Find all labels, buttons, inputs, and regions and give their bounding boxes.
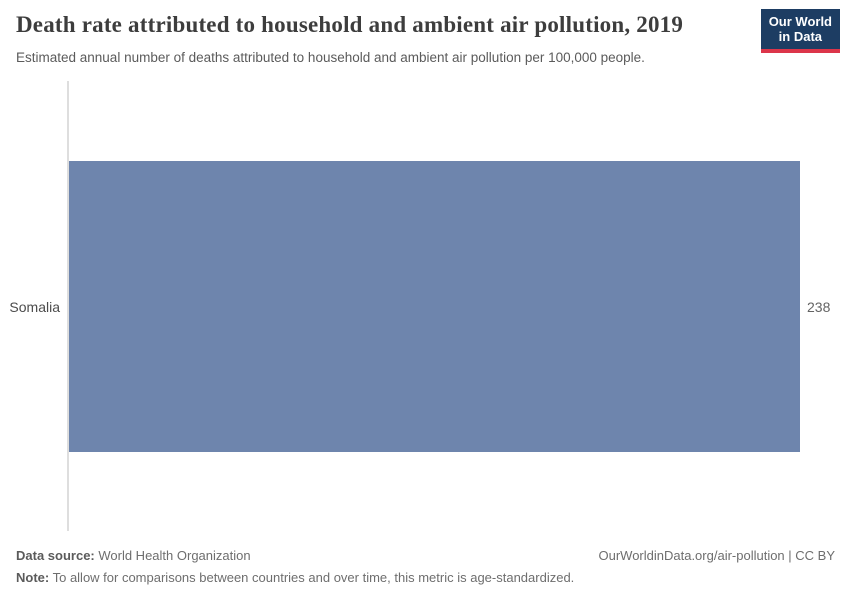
bar-row-somalia: Somalia 238 (0, 161, 850, 452)
owid-logo-line1: Our World (768, 14, 832, 29)
chart-title: Death rate attributed to household and a… (16, 12, 684, 37)
note-value: To allow for comparisons between countri… (49, 570, 575, 585)
y-axis-line (67, 81, 69, 531)
owid-logo[interactable]: Our World in Data (760, 9, 840, 53)
chart-footer: Data source: World Health Organization O… (16, 548, 835, 585)
chart-subtitle: Estimated annual number of deaths attrib… (16, 50, 645, 65)
license-link[interactable]: OurWorldinData.org/air-pollution | CC BY (598, 548, 835, 563)
data-source-text: Data source: World Health Organization (16, 548, 251, 563)
note-text: Note: To allow for comparisons between c… (16, 570, 835, 585)
note-label: Note: (16, 570, 50, 585)
value-label-somalia: 238 (807, 298, 831, 315)
data-source-label: Data source: (16, 548, 95, 563)
category-label-somalia: Somalia (9, 298, 60, 315)
owid-logo-line2: in Data (778, 29, 823, 45)
bar-somalia[interactable] (69, 161, 800, 452)
data-source-value: World Health Organization (94, 548, 251, 563)
bar-track (69, 161, 800, 452)
